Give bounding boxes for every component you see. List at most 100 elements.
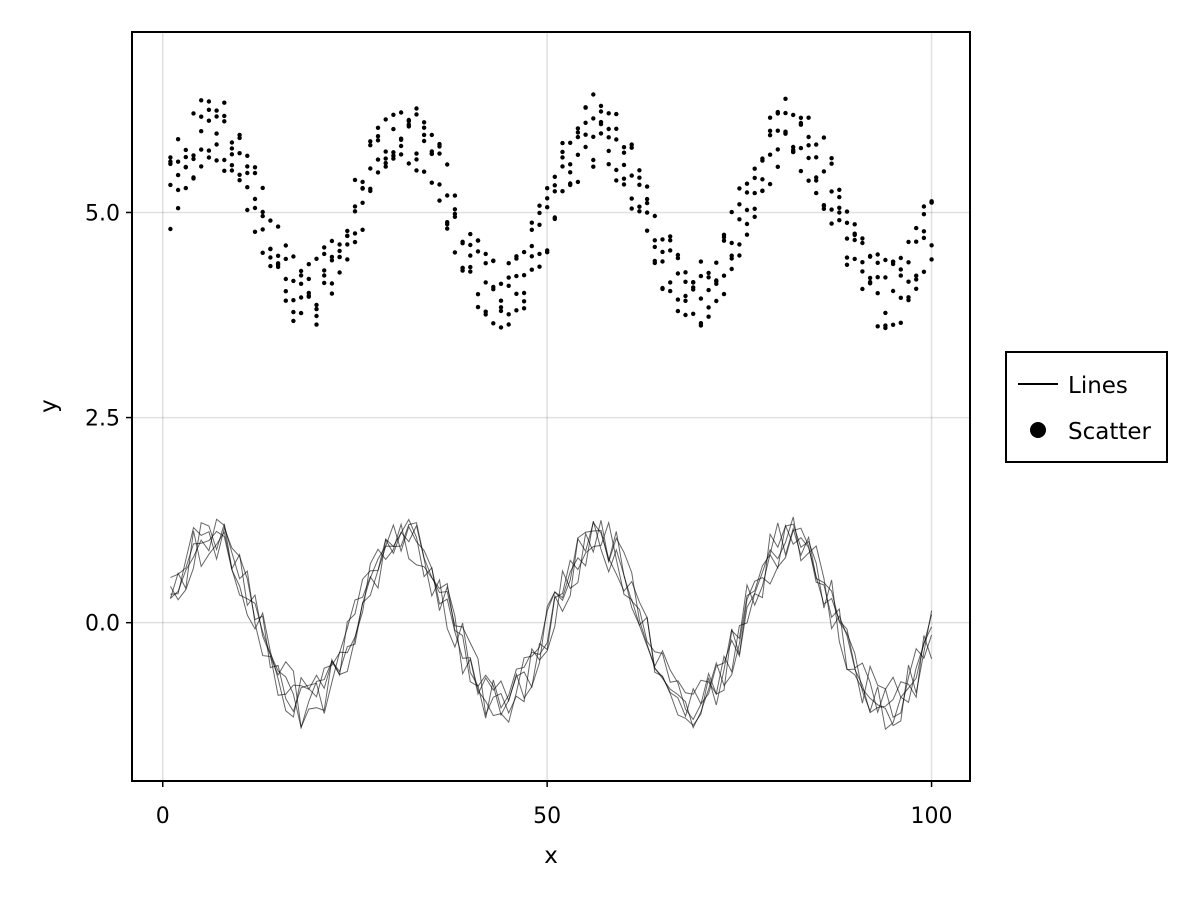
scatter-point: [222, 100, 227, 105]
scatter-point: [406, 161, 411, 166]
scatter-point: [252, 170, 258, 176]
scatter-point: [744, 190, 750, 195]
scatter-point: [460, 268, 465, 273]
scatter-point: [375, 125, 381, 130]
scatter-point: [414, 112, 419, 117]
scatter-point: [445, 220, 450, 225]
scatter-point: [199, 164, 204, 169]
scatter-point: [483, 312, 488, 317]
scatter-point: [252, 165, 258, 170]
scatter-point: [552, 183, 557, 188]
y-tick-label: 5.0: [85, 201, 120, 226]
scatter-point: [914, 225, 919, 231]
scatter-point: [783, 96, 788, 102]
scatter-point: [591, 92, 596, 97]
scatter-point: [875, 324, 880, 329]
scatter-point: [560, 164, 565, 169]
scatter-point: [545, 250, 550, 255]
scatter-point: [675, 297, 681, 302]
scatter-point: [452, 193, 458, 198]
scatter-point: [222, 168, 227, 173]
scatter-point: [852, 237, 857, 243]
scatter-point: [252, 229, 258, 234]
scatter-point: [383, 117, 388, 122]
scatter-point: [414, 151, 419, 156]
scatter-point: [929, 200, 934, 205]
scatter-point: [791, 147, 796, 153]
scatter-point: [906, 279, 911, 284]
scatter-point: [421, 120, 427, 125]
scatter-point: [391, 112, 396, 118]
scatter-point: [752, 190, 757, 196]
x-tick-label: 100: [911, 804, 953, 829]
scatter-point: [452, 207, 458, 212]
scatter-point: [545, 186, 550, 191]
scatter-point: [283, 276, 288, 282]
scatter-point: [691, 280, 696, 285]
scatter-point: [637, 209, 642, 214]
scatter-point: [921, 204, 927, 209]
scatter-point: [744, 207, 750, 213]
scatter-point: [575, 152, 581, 157]
scatter-point: [783, 130, 788, 135]
scatter-point: [637, 204, 642, 209]
scatter-point: [721, 238, 727, 243]
scatter-point: [575, 179, 581, 185]
scatter-point: [844, 262, 850, 267]
scatter-point: [191, 176, 196, 181]
scatter-point: [498, 308, 504, 314]
scatter-point: [675, 271, 681, 276]
scatter-point: [168, 159, 173, 164]
scatter-point: [683, 312, 688, 318]
scatter-point: [322, 251, 327, 257]
line-series-path: [169, 520, 933, 730]
scatter-point: [714, 298, 719, 304]
scatter-point: [806, 115, 811, 120]
scatter-point: [552, 174, 557, 179]
scatter-point: [614, 137, 619, 142]
scatter-point: [268, 263, 273, 269]
scatter-point: [668, 288, 673, 294]
scatter-point: [829, 207, 834, 212]
scatter-point: [644, 228, 650, 233]
scatter-point: [545, 196, 550, 201]
scatter-point: [606, 135, 611, 140]
scatter-point: [568, 181, 573, 186]
scatter-point: [652, 213, 657, 219]
scatter-point: [829, 221, 834, 226]
scatter-point: [352, 239, 358, 245]
scatter-point: [298, 273, 304, 278]
x-tick-label: 0: [156, 804, 170, 829]
grid-lines: [132, 32, 970, 781]
legend: Lines Scatter: [1005, 351, 1168, 463]
scatter-point: [698, 296, 704, 301]
scatter-point: [491, 321, 496, 326]
scatter-point: [637, 168, 642, 173]
scatter-point: [606, 126, 611, 132]
scatter-point: [175, 187, 181, 193]
scatter-point: [445, 226, 450, 231]
scatter-point: [621, 176, 627, 181]
scatter-point: [598, 109, 604, 114]
scatter-point: [675, 255, 681, 261]
scatter-point: [206, 107, 212, 113]
scatter-point: [406, 118, 411, 124]
scatter-point: [583, 120, 588, 126]
scatter-point: [452, 211, 458, 217]
scatter-point: [199, 114, 204, 119]
scatter-point: [644, 196, 650, 202]
scatter-point: [614, 111, 619, 117]
scatter-point: [737, 253, 742, 258]
scatter-point: [291, 254, 296, 259]
scatter-point: [706, 270, 711, 276]
scatter-point: [898, 295, 903, 300]
scatter-point: [806, 155, 811, 161]
scatter-point: [383, 156, 388, 161]
scatter-point: [798, 145, 804, 151]
scatter-point: [214, 158, 219, 163]
scatter-series: [168, 92, 934, 331]
scatter-point: [606, 111, 611, 116]
legend-scatter-marker: [1030, 422, 1046, 438]
scatter-point: [560, 140, 565, 146]
line-series-path: [169, 518, 933, 731]
